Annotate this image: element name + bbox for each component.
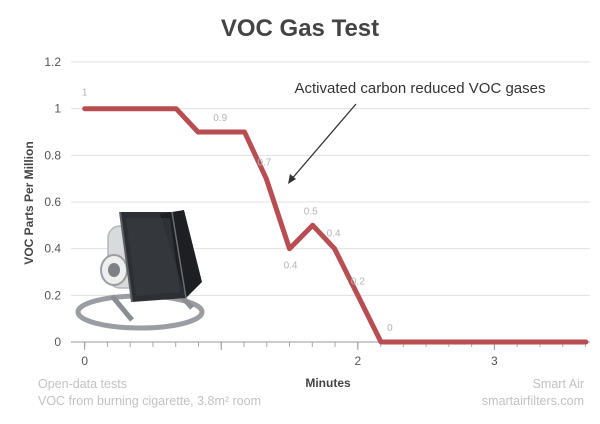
series-line: [82, 106, 589, 345]
data-label: 0.4: [284, 261, 298, 272]
x-axis: 0 2 3: [81, 342, 586, 368]
x-tick-label: 3: [491, 354, 498, 368]
y-tick-label: 0.6: [44, 195, 61, 209]
x-tick-label: 0: [81, 354, 88, 368]
chart-title: VOC Gas Test: [221, 15, 379, 42]
annotation-arrow: [289, 103, 357, 182]
y-tick-label: 0.2: [44, 288, 61, 302]
data-label: 0.9: [213, 113, 227, 124]
annotation-text: Activated carbon reduced VOC gases: [295, 80, 546, 97]
data-labels: 1 0.9 0.7 0.4 0.5 0.4 0.2 0: [82, 88, 393, 334]
data-label: 0.7: [257, 158, 271, 169]
data-label: 0: [387, 323, 393, 334]
footer-right-line-2: smartairfilters.com: [482, 394, 584, 408]
y-tick-labels: 0 0.2 0.4 0.6 0.8 1 1.2: [44, 55, 61, 349]
y-tick-label: 0: [54, 335, 61, 349]
annotation: Activated carbon reduced VOC gases: [288, 80, 545, 184]
y-axis-title: VOC Parts Per Million: [22, 141, 36, 264]
data-label: 0.5: [304, 206, 318, 217]
data-label: 1: [82, 88, 88, 99]
footer-left-line-2: VOC from burning cigarette, 3.8m² room: [38, 394, 261, 408]
air-purifier-image: [75, 210, 205, 331]
plot-area: [82, 106, 589, 345]
x-tick-label: 2: [354, 354, 361, 368]
footer-left-line-1: Open-data tests: [38, 377, 127, 391]
y-tick-label: 0.8: [44, 148, 61, 162]
annotation-arrowhead: [288, 174, 296, 184]
footer-right-line-1: Smart Air: [533, 377, 584, 391]
data-label: 0.2: [351, 276, 365, 287]
y-tick-label: 1.2: [44, 55, 61, 69]
x-axis-title: Minutes: [305, 376, 351, 390]
y-tick-label: 0.4: [44, 242, 61, 256]
data-label: 0.4: [327, 229, 341, 240]
y-tick-label: 1: [54, 102, 61, 116]
